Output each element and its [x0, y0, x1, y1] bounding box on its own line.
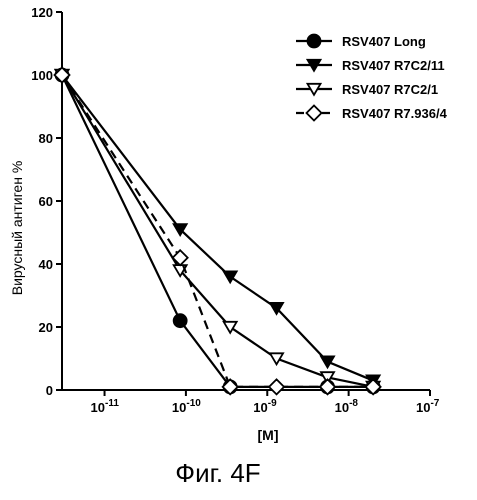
- legend-entry: RSV407 R7C2/1: [296, 82, 438, 97]
- series-2: [53, 68, 382, 389]
- legend-label: RSV407 R7.936/4: [342, 106, 448, 121]
- legend-entry: RSV407 R7C2/11: [296, 58, 445, 73]
- data-point: [171, 248, 189, 267]
- series-4: [53, 66, 382, 396]
- legend-marker: [306, 33, 322, 49]
- series-line: [61, 74, 374, 388]
- y-tick-label: 0: [46, 383, 53, 398]
- legend-marker: [305, 104, 323, 122]
- legend-label: RSV407 Long: [342, 34, 426, 49]
- x-tick-label: 10-8: [335, 398, 359, 415]
- data-point: [267, 378, 286, 396]
- data-point: [319, 355, 336, 370]
- series-line: [61, 74, 374, 388]
- x-tick-label: 10-10: [172, 398, 201, 415]
- legend: RSV407 Long RSV407 R7C2/11 RSV407 R7C2/1 RS…: [296, 33, 448, 122]
- data-point: [172, 313, 188, 329]
- y-tick-label: 120: [31, 5, 53, 20]
- data-point: [222, 320, 239, 335]
- data-point: [221, 378, 239, 396]
- data-point: [53, 66, 71, 84]
- x-tick-label: 10-11: [91, 398, 120, 415]
- data-point: [268, 352, 285, 367]
- y-tick-label: 80: [39, 131, 53, 146]
- legend-marker: [305, 82, 323, 97]
- y-axis-title: Вирусный антиген %: [9, 161, 25, 296]
- series-line: [61, 74, 374, 382]
- series-layer: [53, 66, 382, 396]
- legend-marker: [305, 58, 323, 73]
- series-3: [53, 68, 382, 395]
- x-tick-label: 10-9: [253, 398, 277, 415]
- y-tick-label: 60: [39, 194, 53, 209]
- data-point: [364, 378, 382, 396]
- figure-caption: Фиг. 4F: [175, 458, 260, 488]
- series-1: [54, 67, 381, 395]
- y-tick-label: 40: [39, 257, 53, 272]
- series-line: [61, 74, 374, 388]
- x-axis-title: [M]: [258, 427, 279, 443]
- legend-label: RSV407 R7C2/1: [342, 82, 438, 97]
- y-tick-label: 100: [31, 68, 53, 83]
- legend-entry: RSV407 Long: [296, 33, 426, 49]
- data-point: [318, 378, 337, 396]
- x-tick-label: 10-7: [416, 398, 440, 415]
- y-tick-label: 20: [39, 320, 53, 335]
- legend-entry: RSV407 R7.936/4: [296, 104, 448, 122]
- axes: 0 20 40 60 80 100 120 10-11 10-10 10-9 10-8 10-7: [31, 5, 440, 415]
- data-point: [319, 371, 336, 386]
- data-point: [222, 270, 239, 285]
- data-point: [172, 223, 189, 237]
- legend-label: RSV407 R7C2/11: [342, 58, 445, 73]
- data-point: [268, 301, 285, 316]
